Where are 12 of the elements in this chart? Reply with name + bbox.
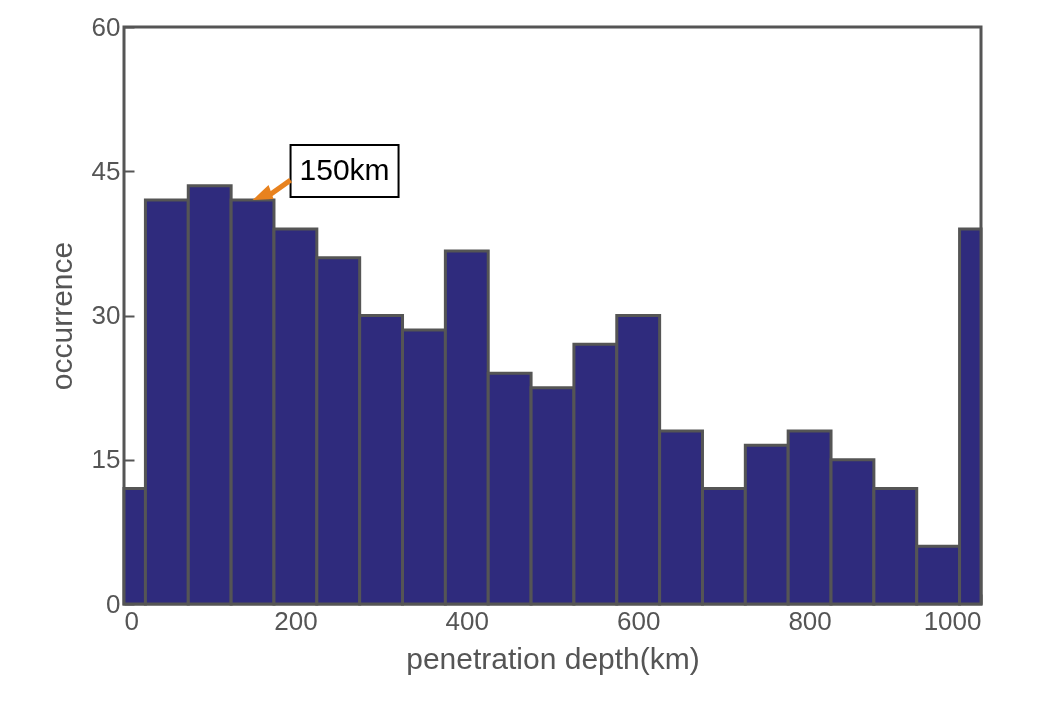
y-tick-label: 60 bbox=[91, 11, 121, 42]
y-axis-title: occurrence bbox=[44, 241, 78, 391]
x-tick-label: 600 bbox=[617, 605, 661, 636]
x-tick-label: 800 bbox=[788, 605, 832, 636]
y-tick-label: 15 bbox=[91, 444, 121, 475]
annotation: 150km bbox=[299, 153, 390, 187]
x-tick-label: 200 bbox=[274, 605, 318, 636]
x-axis-title: penetration depth(km) bbox=[406, 641, 700, 675]
x-tick-label: 400 bbox=[445, 605, 489, 636]
x-tick-label: 1000 bbox=[923, 605, 982, 636]
y-tick-label: 30 bbox=[91, 300, 121, 330]
y-tick-label: 45 bbox=[91, 155, 121, 186]
